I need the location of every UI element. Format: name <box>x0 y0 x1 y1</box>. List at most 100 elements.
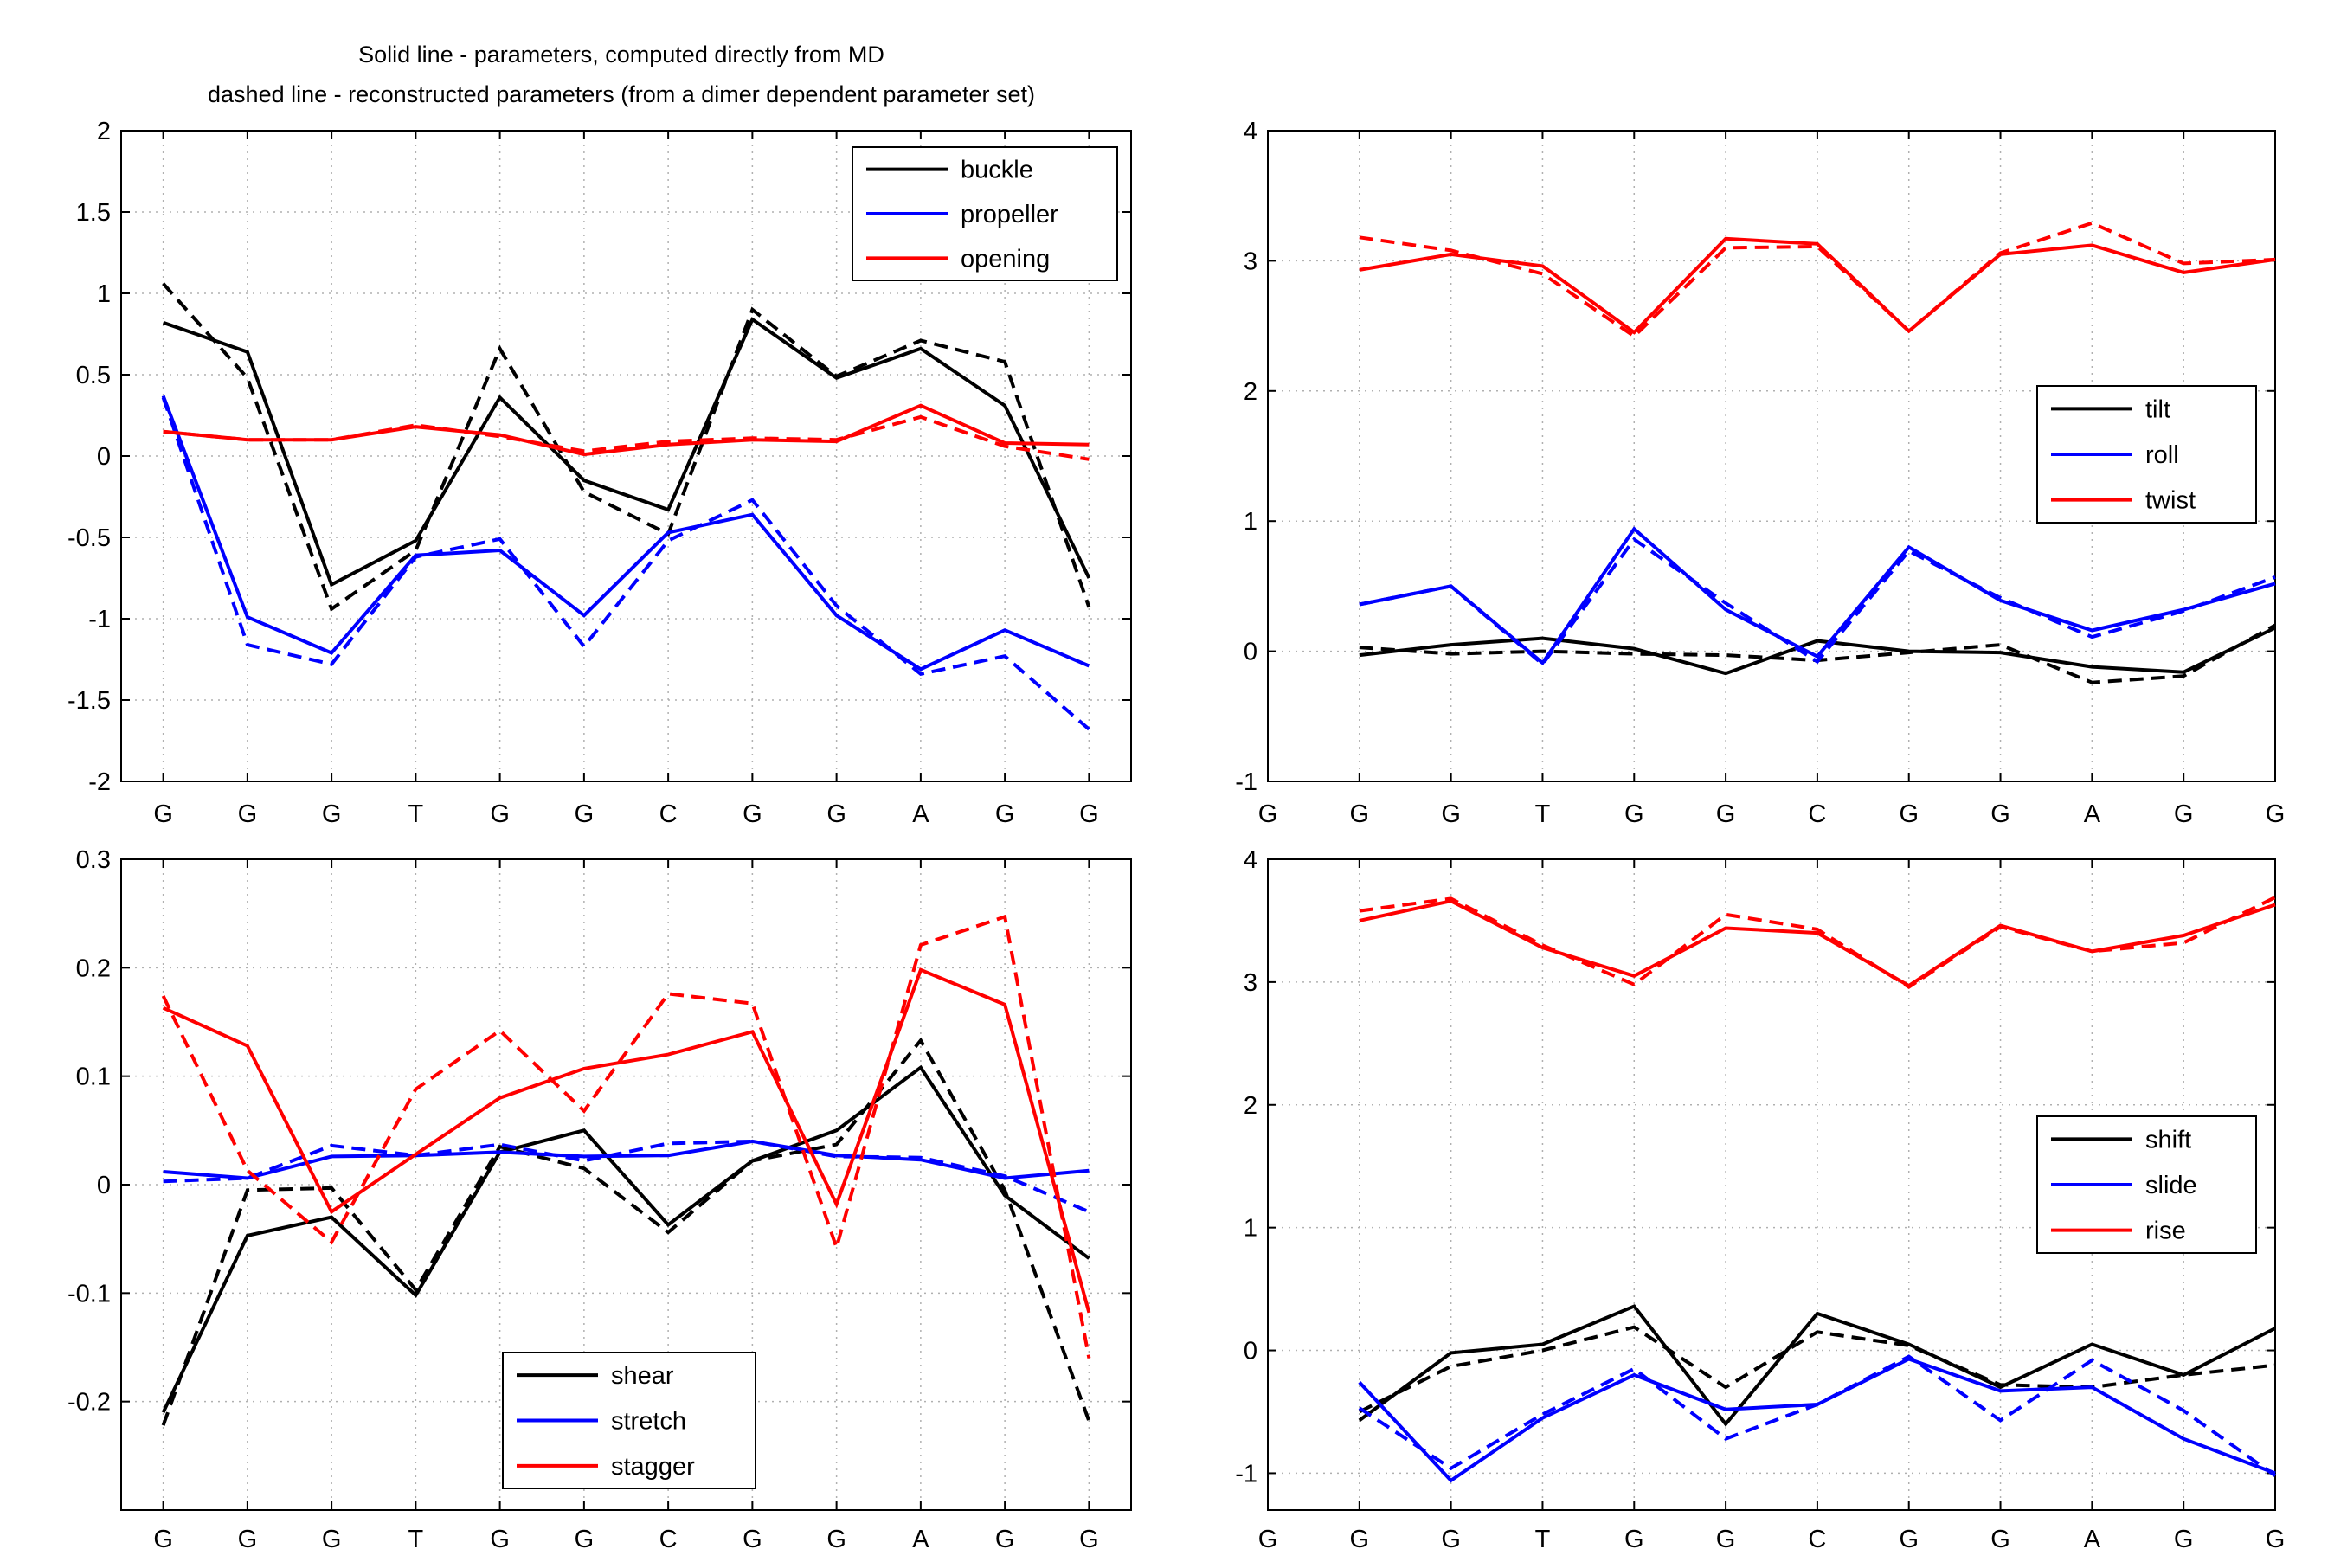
y-tick-label: 0 <box>1244 639 1257 666</box>
x-tick-label: G <box>1716 1526 1736 1553</box>
series-line-stretch-solid <box>163 1139 1090 1180</box>
x-tick-label: T <box>1535 800 1551 828</box>
legend-bottom-left: shear stretch stagger <box>502 1352 756 1489</box>
x-tick-label: A <box>912 800 929 828</box>
y-tick-label: -0.1 <box>68 1280 111 1308</box>
series-line-stagger-solid <box>162 967 1091 1314</box>
legend-label-stagger: stagger <box>611 1453 695 1481</box>
y-tick-label: 2 <box>1244 378 1257 406</box>
x-tick-label: A <box>2084 800 2101 828</box>
x-tick-label: G <box>1350 1526 1370 1553</box>
legend-label-slide: slide <box>2145 1172 2197 1199</box>
series-line-roll-solid <box>1359 526 2276 666</box>
series-line-twist-solid <box>1359 236 2276 335</box>
x-tick-label: G <box>826 800 846 828</box>
legend-label-twist: twist <box>2145 487 2196 515</box>
y-tick-label: -1 <box>88 606 111 633</box>
x-tick-label: A <box>912 1526 929 1553</box>
series-line-shear-solid <box>161 1064 1090 1414</box>
x-tick-label: G <box>575 800 595 828</box>
x-tick-label: G <box>1990 1526 2010 1553</box>
y-tick-label: 3 <box>1244 969 1257 997</box>
series-line-buckle-solid <box>162 317 1091 588</box>
legend-label-rise: rise <box>2145 1218 2186 1245</box>
y-tick-label: -0.2 <box>68 1389 111 1417</box>
legend-label-opening: opening <box>961 245 1050 273</box>
x-tick-label: G <box>995 1526 1015 1553</box>
y-tick-label: 1.5 <box>76 199 111 227</box>
x-tick-label: G <box>153 1526 173 1553</box>
figure-title-line-2: dashed line - reconstructed parameters (… <box>208 81 1035 107</box>
legend-label-tilt: tilt <box>2145 395 2170 423</box>
y-tick-label: 0.5 <box>76 362 111 389</box>
y-tick-label: 1 <box>1244 508 1257 536</box>
x-tick-label: G <box>490 800 510 828</box>
x-tick-label: G <box>1079 800 1099 828</box>
y-tick-label: -0.5 <box>68 524 111 552</box>
x-tick-label: G <box>1441 800 1461 828</box>
legend-label-buckle: buckle <box>961 157 1033 184</box>
y-tick-label: 0.3 <box>76 846 111 874</box>
x-tick-label: C <box>659 800 678 828</box>
series-line-buckle-dashed <box>162 282 1091 612</box>
y-tick-label: -1.5 <box>68 687 111 715</box>
x-tick-label: C <box>1808 1526 1826 1553</box>
x-tick-label: G <box>1441 1526 1461 1553</box>
x-tick-label: G <box>490 1526 510 1553</box>
x-tick-label: G <box>995 800 1015 828</box>
x-tick-label: G <box>322 1526 342 1553</box>
x-tick-label: G <box>153 800 173 828</box>
series-line-roll-dashed <box>1359 537 2276 667</box>
x-tick-label: G <box>322 800 342 828</box>
y-tick-label: 0 <box>97 1172 111 1199</box>
y-tick-label: -1 <box>1235 768 1257 796</box>
y-tick-label: -1 <box>1235 1460 1257 1488</box>
legend-label-stretch: stretch <box>611 1408 686 1436</box>
x-tick-label: G <box>1079 1526 1099 1553</box>
x-tick-label: G <box>1350 800 1370 828</box>
x-tick-label: C <box>1808 800 1826 828</box>
y-tick-label: 0 <box>97 443 111 471</box>
x-tick-label: G <box>743 800 762 828</box>
x-tick-label: C <box>659 1526 678 1553</box>
x-tick-label: G <box>1990 800 2010 828</box>
x-tick-label: A <box>2084 1526 2101 1553</box>
x-tick-label: G <box>2266 800 2286 828</box>
x-tick-label: G <box>1899 800 1919 828</box>
series-line-rise-dashed <box>1359 896 2276 989</box>
legend-label-roll: roll <box>2145 441 2179 469</box>
x-tick-label: G <box>1624 800 1644 828</box>
series-line-stretch-dashed <box>163 1139 1090 1214</box>
x-tick-label: G <box>1258 1526 1278 1553</box>
legend-label-shift: shift <box>2145 1126 2191 1154</box>
y-tick-label: 4 <box>1244 118 1257 145</box>
series-line-opening-dashed <box>163 414 1090 461</box>
y-tick-label: 0 <box>1244 1338 1257 1366</box>
x-tick-label: G <box>1716 800 1736 828</box>
series-line-propeller-solid <box>161 395 1090 672</box>
x-tick-label: T <box>1535 1526 1551 1553</box>
y-tick-label: -2 <box>88 768 111 796</box>
y-tick-label: 0.1 <box>76 1064 111 1091</box>
y-tick-label: 4 <box>1244 846 1257 874</box>
axes-box <box>1267 130 2276 782</box>
series-line-shift-solid <box>1358 1304 2276 1427</box>
series-line-rise-solid <box>1359 899 2276 988</box>
y-tick-label: 2 <box>97 118 111 145</box>
x-tick-label: G <box>1899 1526 1919 1553</box>
x-tick-label: G <box>238 800 258 828</box>
x-tick-label: G <box>1624 1526 1644 1553</box>
y-tick-label: 3 <box>1244 247 1257 275</box>
y-tick-label: 1 <box>1244 1215 1257 1243</box>
y-tick-label: 0.2 <box>76 954 111 982</box>
x-tick-label: T <box>408 800 424 828</box>
x-tick-label: G <box>1258 800 1278 828</box>
series-line-slide-dashed <box>1358 1354 2277 1477</box>
legend-top-left: buckle propeller opening <box>852 146 1118 281</box>
x-tick-label: T <box>408 1526 424 1553</box>
